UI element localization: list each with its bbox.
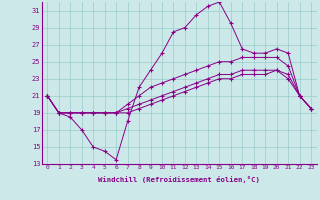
X-axis label: Windchill (Refroidissement éolien,°C): Windchill (Refroidissement éolien,°C) <box>98 176 260 183</box>
